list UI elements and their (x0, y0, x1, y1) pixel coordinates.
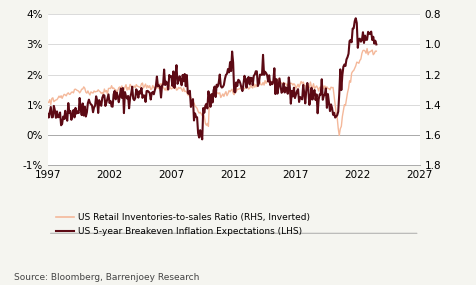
Text: Source: Bloomberg, Barrenjoey Research: Source: Bloomberg, Barrenjoey Research (14, 273, 199, 282)
Legend: US Retail Inventories-to-sales Ratio (RHS, Inverted), US 5-year Breakeven Inflat: US Retail Inventories-to-sales Ratio (RH… (52, 209, 313, 239)
